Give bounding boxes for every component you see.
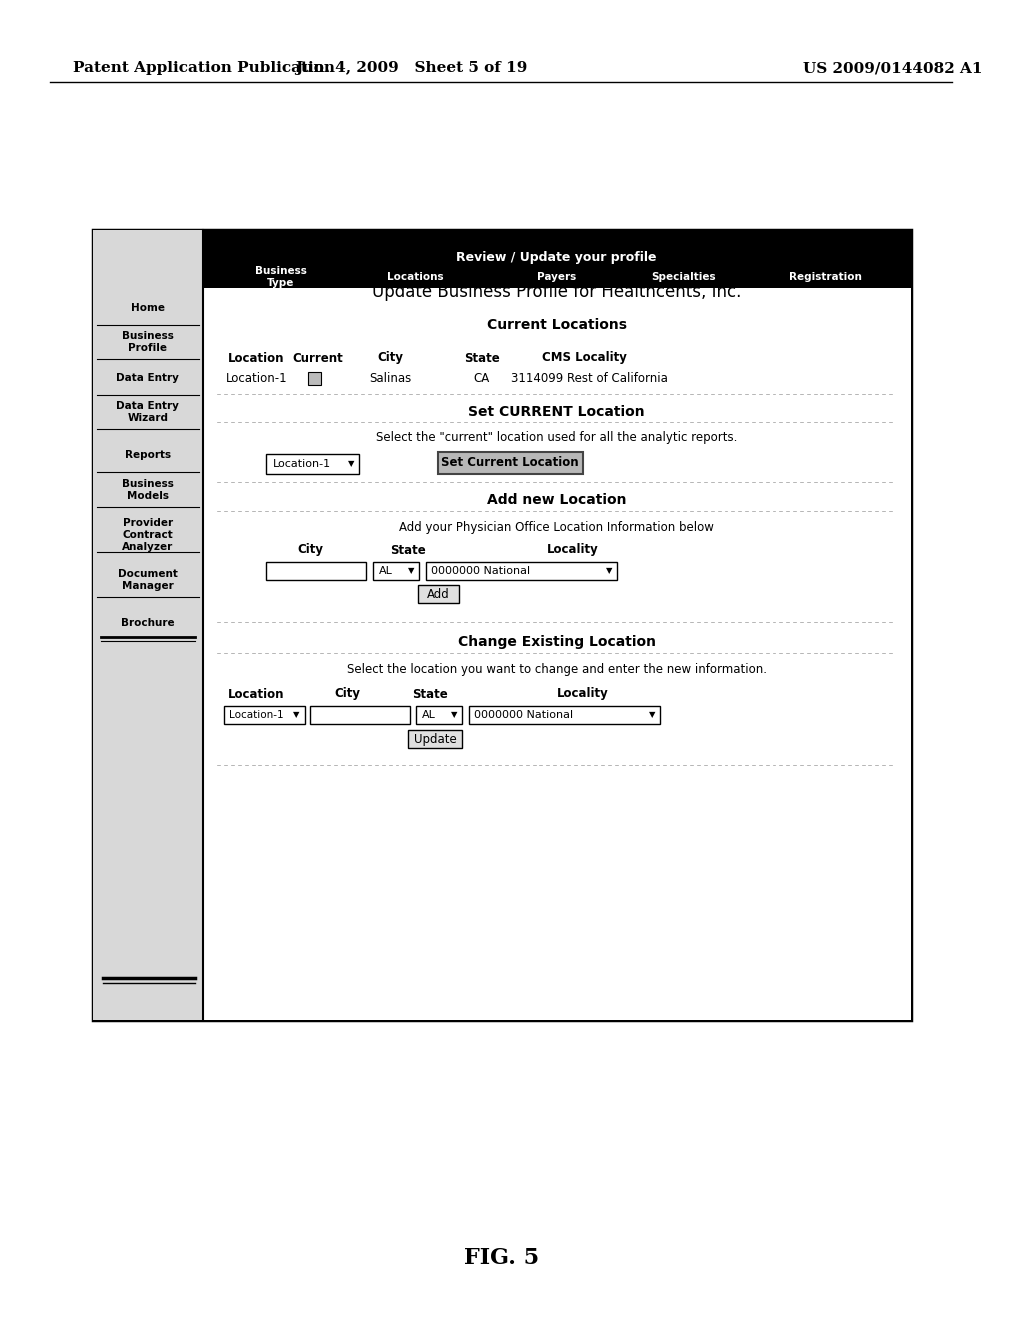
Bar — [426, 562, 616, 579]
Text: CMS Locality: CMS Locality — [542, 351, 627, 364]
Text: Home: Home — [131, 304, 165, 313]
Bar — [409, 730, 462, 748]
Text: ▼: ▼ — [348, 459, 354, 469]
Text: Add your Physician Office Location Information below: Add your Physician Office Location Infor… — [399, 520, 714, 533]
Text: Data Entry: Data Entry — [117, 374, 179, 383]
Text: State: State — [390, 544, 426, 557]
Bar — [416, 706, 462, 723]
Text: 0000000 National: 0000000 National — [431, 566, 530, 576]
Text: ▼: ▼ — [408, 566, 415, 576]
Text: Business
Profile: Business Profile — [122, 331, 174, 352]
Bar — [93, 230, 910, 1020]
Text: Help: Help — [793, 236, 816, 246]
Text: Set CURRENT Location: Set CURRENT Location — [468, 405, 645, 418]
Text: State: State — [412, 688, 447, 701]
Text: ▼: ▼ — [451, 710, 458, 719]
Text: Business
Models: Business Models — [122, 479, 174, 500]
Bar — [437, 451, 583, 474]
Text: City: City — [335, 688, 360, 701]
Text: 3114099 Rest of California: 3114099 Rest of California — [511, 371, 668, 384]
Text: CA: CA — [473, 371, 489, 384]
Bar — [203, 230, 910, 288]
Text: Set Current Location: Set Current Location — [441, 457, 579, 470]
Text: Current: Current — [293, 351, 344, 364]
Text: AL: AL — [422, 710, 436, 719]
Text: Payers: Payers — [537, 272, 577, 282]
Text: State: State — [464, 351, 500, 364]
Bar — [266, 562, 367, 579]
Bar — [373, 562, 419, 579]
Text: Salinas: Salinas — [370, 371, 412, 384]
Text: US 2009/0144082 A1: US 2009/0144082 A1 — [803, 61, 982, 75]
Bar — [308, 372, 322, 385]
Text: Locality: Locality — [557, 688, 608, 701]
Text: FIG. 5: FIG. 5 — [464, 1247, 539, 1269]
Bar — [203, 230, 910, 1020]
Text: City: City — [378, 351, 403, 364]
Text: City: City — [297, 544, 324, 557]
Text: Add: Add — [427, 587, 450, 601]
Text: Update: Update — [414, 733, 457, 746]
Bar — [93, 230, 203, 1020]
Text: Add new Location: Add new Location — [486, 492, 627, 507]
Text: Document
Manager: Document Manager — [118, 569, 178, 591]
Bar — [418, 585, 459, 603]
Text: Locations: Locations — [387, 272, 443, 282]
Text: Brochure: Brochure — [121, 618, 175, 628]
Text: Jun. 4, 2009   Sheet 5 of 19: Jun. 4, 2009 Sheet 5 of 19 — [295, 61, 527, 75]
Text: Select the "current" location used for all the analytic reports.: Select the "current" location used for a… — [376, 432, 737, 445]
Text: Update Business Profile for Healthcents, Inc.: Update Business Profile for Healthcents,… — [372, 282, 741, 301]
Bar — [224, 706, 304, 723]
Text: Data Entry
Wizard: Data Entry Wizard — [117, 401, 179, 422]
Text: Location-1: Location-1 — [225, 371, 288, 384]
Text: 0000000 National: 0000000 National — [474, 710, 573, 719]
Text: Location: Location — [228, 688, 285, 701]
Text: Welcome, Steve: Welcome, Steve — [472, 236, 556, 246]
Text: Business
Type: Business Type — [255, 267, 306, 288]
Text: Reports: Reports — [125, 450, 171, 459]
Text: Registration: Registration — [790, 272, 862, 282]
Text: Locality: Locality — [547, 544, 599, 557]
Text: AL: AL — [379, 566, 393, 576]
Text: ▼: ▼ — [649, 710, 655, 719]
Text: Location-1: Location-1 — [273, 459, 332, 469]
Text: Current Locations: Current Locations — [486, 318, 627, 333]
Text: Location: Location — [228, 351, 285, 364]
Bar — [469, 706, 659, 723]
Text: Location-1: Location-1 — [229, 710, 284, 719]
Bar — [310, 706, 411, 723]
Text: Select the location you want to change and enter the new information.: Select the location you want to change a… — [346, 664, 767, 676]
Text: Provider
Contract
Analyzer: Provider Contract Analyzer — [122, 519, 173, 552]
Text: Logout: Logout — [694, 236, 730, 246]
Bar — [266, 454, 359, 474]
Text: ▼: ▼ — [294, 710, 300, 719]
Text: ▼: ▼ — [606, 566, 612, 576]
Text: Review / Update your profile: Review / Update your profile — [457, 252, 656, 264]
Text: Change Existing Location: Change Existing Location — [458, 635, 655, 649]
Text: Specialties: Specialties — [651, 272, 717, 282]
Text: Patent Application Publication: Patent Application Publication — [74, 61, 336, 75]
